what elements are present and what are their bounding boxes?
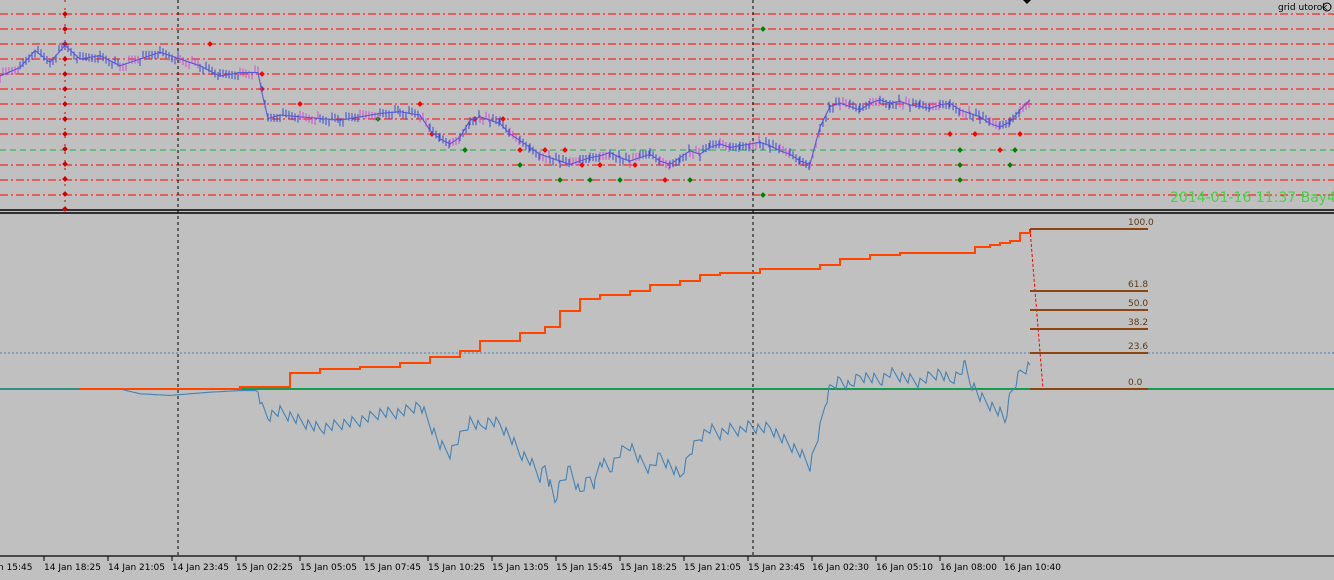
time-tick-label: 15 Jan 23:45 <box>748 563 805 573</box>
sell-marker <box>557 177 563 183</box>
fib-level-label: 61.8 <box>1128 280 1148 290</box>
order-marker-column <box>62 0 68 212</box>
time-tick-label: 14 Jan 21:05 <box>108 563 165 573</box>
time-tick-label: 14 Jan 18:25 <box>44 563 101 573</box>
buy-marker <box>500 116 506 122</box>
equity-line <box>80 229 1031 390</box>
fibonacci-levels[interactable]: 100.0 61.8 50.0 38.2 23.6 0.0 <box>1030 218 1154 390</box>
day-separators <box>177 0 754 556</box>
time-tick-label: 15 Jan 02:25 <box>236 563 293 573</box>
indicator-label: grid utorok <box>1278 3 1328 13</box>
buy-marker <box>632 162 638 168</box>
buy-marker <box>297 101 303 107</box>
buy-marker <box>579 162 585 168</box>
sell-marker <box>1012 147 1018 153</box>
fib-level-label: 38.2 <box>1128 318 1148 328</box>
time-tick-label: 14 Jan 23:45 <box>172 563 229 573</box>
watermark-text: 2014-01-16 11:37 Bay4 <box>1170 190 1334 206</box>
sell-marker <box>957 177 963 183</box>
time-tick-label: 15 Jan 21:05 <box>684 563 741 573</box>
time-tick-label: 15 Jan 15:45 <box>556 563 613 573</box>
scroll-indicator-icon <box>1023 0 1031 4</box>
time-tick-label: 16 Jan 08:00 <box>940 563 997 573</box>
time-tick-label: 15 Jan 07:45 <box>364 563 421 573</box>
time-tick-label: 16 Jan 05:10 <box>876 563 933 573</box>
time-axis-labels: n 15:45 14 Jan 18:25 14 Jan 21:05 14 Jan 23… <box>0 556 1061 573</box>
price-line <box>0 44 1031 166</box>
fib-level-label: 23.6 <box>1128 342 1148 352</box>
sell-marker <box>687 177 693 183</box>
fib-level-label: 100.0 <box>1128 218 1154 228</box>
sell-marker <box>760 26 766 32</box>
time-tick-label: 15 Jan 05:05 <box>300 563 357 573</box>
sell-marker <box>760 192 766 198</box>
time-tick-label: 15 Jan 13:05 <box>492 563 549 573</box>
sell-marker <box>1007 162 1013 168</box>
indicator-panel-background <box>0 214 1334 556</box>
fib-level-label: 50.0 <box>1128 299 1148 309</box>
buy-marker <box>259 71 265 77</box>
time-tick-label: 16 Jan 10:40 <box>1004 563 1061 573</box>
time-tick-label: n 15:45 <box>0 563 33 573</box>
time-tick-label: 15 Jan 10:25 <box>428 563 485 573</box>
sell-marker <box>957 147 963 153</box>
sell-marker <box>957 162 963 168</box>
balance-line <box>0 360 1031 504</box>
buy-marker <box>517 147 523 153</box>
buy-marker <box>997 147 1003 153</box>
buy-marker <box>542 147 548 153</box>
price-panel-background <box>0 0 1334 210</box>
buy-marker <box>597 162 603 168</box>
buy-marker <box>562 147 568 153</box>
buy-marker <box>417 101 423 107</box>
buy-marker <box>972 131 978 137</box>
buy-marker <box>947 131 953 137</box>
sell-marker <box>462 147 468 153</box>
sell-marker <box>617 177 623 183</box>
price-bars <box>0 40 1030 171</box>
sell-marker <box>587 177 593 183</box>
fib-level-label: 0.0 <box>1128 378 1143 388</box>
time-tick-label: 16 Jan 02:30 <box>812 563 869 573</box>
buy-marker <box>662 177 668 183</box>
indicator-close-icon[interactable] <box>1322 2 1332 12</box>
time-tick-label: 15 Jan 18:25 <box>620 563 677 573</box>
buy-marker <box>1017 131 1023 137</box>
order-level-marker <box>62 26 68 32</box>
time-axis-background <box>0 556 1334 580</box>
sell-marker <box>517 162 523 168</box>
